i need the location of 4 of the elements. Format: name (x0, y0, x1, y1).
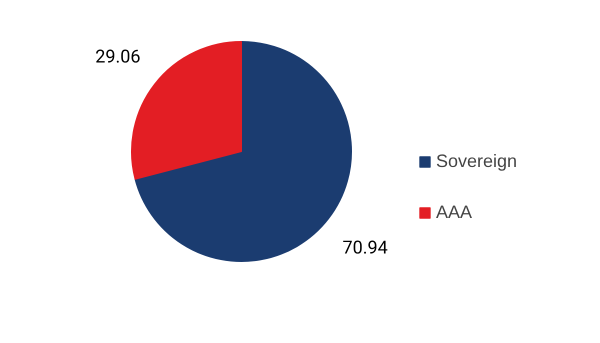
legend-label: AAA (436, 202, 472, 223)
legend-label: Sovereign (436, 151, 518, 172)
data-label: 70.94 (342, 238, 388, 259)
data-label: 29.06 (95, 46, 141, 68)
